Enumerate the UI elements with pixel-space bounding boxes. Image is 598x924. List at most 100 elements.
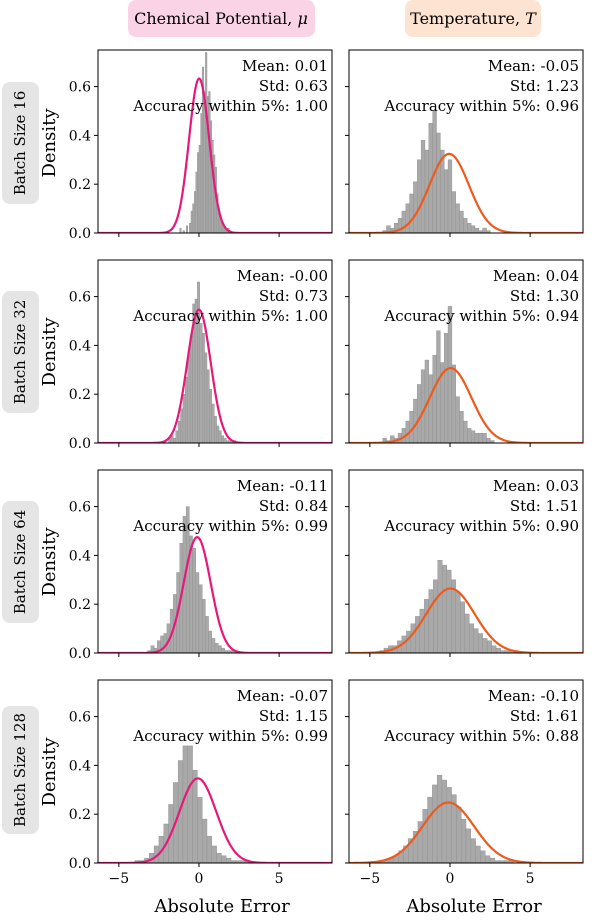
histogram-bar [463, 218, 468, 233]
histogram-bar [410, 623, 416, 653]
column-title-t: Temperature, T [405, 0, 541, 37]
stat-std: Std: 0.63 [259, 77, 328, 95]
histogram-bar [209, 389, 212, 443]
histogram-bar [201, 818, 208, 863]
stat-accuracy: Accuracy within 5%: 0.99 [132, 727, 328, 745]
plot-frame [97, 259, 333, 444]
stat-accuracy: Accuracy within 5%: 0.88 [383, 727, 579, 745]
histogram-bar [456, 806, 462, 863]
panel-2-1: Mean: 0.03 Std: 1.51 Accuracy within 5%: 0… [345, 469, 584, 657]
histogram-bar [432, 784, 438, 863]
ylabel-row-1: Density [39, 108, 60, 178]
histogram-bar [441, 779, 447, 863]
x-tick-label: 0 [446, 871, 455, 887]
row-label-128: Batch Size 128 [2, 706, 39, 834]
y-tick-label: 0.2 [69, 177, 91, 193]
stat-std: Std: 0.84 [259, 497, 328, 515]
histogram-bar [480, 850, 486, 863]
histogram-bar [221, 435, 225, 443]
histogram-bar [442, 564, 447, 653]
histogram-bar [216, 853, 222, 863]
histogram-bar [190, 210, 193, 233]
y-tick-label: 0.6 [69, 80, 91, 96]
histogram-bar [422, 809, 428, 863]
histogram-bar [211, 638, 216, 653]
histogram-bar [211, 845, 217, 863]
stat-mean: Mean: 0.04 [493, 267, 579, 285]
histogram-bar [420, 369, 426, 443]
histogram-bar [467, 223, 472, 233]
histogram-bar [214, 643, 219, 653]
gaussian-curve [349, 152, 583, 233]
stat-std: Std: 1.15 [259, 707, 328, 725]
histogram-bar [482, 638, 488, 653]
histogram-bar [486, 640, 492, 653]
plot-frame [348, 679, 584, 864]
histogram-bar [465, 828, 472, 863]
histogram-bar [192, 547, 196, 653]
histogram-bar [417, 159, 422, 233]
stat-std: Std: 1.51 [510, 497, 579, 515]
histogram-bar [482, 433, 487, 443]
stat-std: Std: 1.61 [510, 707, 579, 725]
panel-3-0: 0.0 0.2 0.4 0.6 −5 0 5 Mean: -0.07 Std: 1.15 Accu… [69, 679, 333, 887]
histogram-bar [211, 140, 214, 233]
histogram-bar [459, 210, 464, 233]
xlabel-left: Absolute Error [153, 896, 290, 917]
histogram-bar [223, 437, 227, 443]
stat-accuracy: Accuracy within 5%: 0.90 [383, 517, 579, 535]
y-tick-label: 0.4 [69, 338, 91, 354]
row-label-16-text: Batch Size 16 [11, 91, 29, 196]
plot-frame [97, 679, 333, 864]
histogram-bar [491, 645, 497, 653]
histogram-bar [467, 428, 472, 443]
histogram-bar [495, 647, 501, 653]
y-tick-label: 0.0 [69, 226, 91, 242]
stat-mean: Mean: -0.07 [237, 687, 328, 705]
y-tick-label: 0.6 [69, 500, 91, 516]
gaussian-curve [98, 77, 332, 233]
histogram-bar [455, 203, 460, 233]
stat-mean: Mean: 0.01 [242, 57, 328, 75]
histogram-bar [415, 616, 421, 653]
x-tick-label: −5 [360, 871, 381, 887]
histogram-bar [477, 633, 483, 653]
histogram-bar [177, 420, 181, 443]
row-label-32: Batch Size 32 [2, 291, 39, 413]
x-tick-label: 5 [275, 871, 284, 887]
histogram-bar [173, 437, 176, 443]
histogram-bar [444, 333, 449, 443]
stat-accuracy: Accuracy within 5%: 1.00 [132, 307, 328, 325]
x-tick-label: 5 [526, 871, 535, 887]
histogram-bar [192, 770, 198, 863]
stat-mean: Mean: -0.00 [237, 267, 328, 285]
histogram-bar [195, 572, 200, 653]
histogram-bar [420, 140, 426, 233]
histogram-bar [205, 616, 209, 653]
x-tick-label: 0 [195, 871, 204, 887]
histogram-bar [213, 415, 217, 443]
histogram-bar [406, 630, 412, 653]
histogram-bar [405, 203, 410, 233]
histogram-bar [428, 374, 433, 443]
histogram-bar [489, 857, 496, 863]
histogram-bar [470, 838, 476, 863]
histogram-bar [446, 569, 452, 653]
y-tick-label: 0.4 [69, 548, 91, 564]
histogram-bar [424, 599, 430, 653]
plot-frame [348, 469, 584, 654]
histogram-bar [180, 408, 184, 443]
stat-std: Std: 1.23 [510, 77, 579, 95]
histogram-bar [204, 352, 208, 443]
histogram-bar [475, 845, 481, 863]
column-title-t-text: Temperature, T [410, 9, 537, 28]
histogram-bar [193, 191, 196, 233]
histogram-bar [473, 628, 479, 653]
histogram-bar [474, 433, 480, 443]
histogram-bar [427, 796, 433, 863]
y-tick-label: 0.6 [69, 290, 91, 306]
column-title-mu-text: Chemical Potential, μ [134, 9, 308, 28]
histogram-bar [185, 376, 188, 443]
histogram-bar [198, 584, 203, 653]
